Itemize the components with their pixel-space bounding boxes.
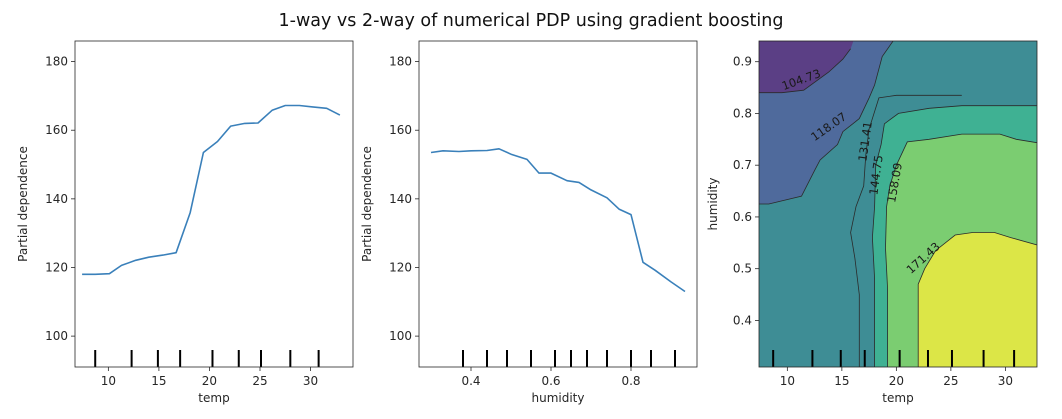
x-tick-label: 30 — [303, 374, 318, 388]
x-tick-label: 25 — [943, 374, 958, 388]
y-tick-label: 140 — [45, 192, 68, 206]
x-tick-label: 10 — [101, 374, 116, 388]
x-tick-label: 20 — [889, 374, 904, 388]
y-tick-label: 0.4 — [733, 313, 752, 327]
axes-frame — [74, 40, 354, 368]
y-axis-label: Partial dependence — [16, 146, 30, 262]
x-tick-label: 15 — [834, 374, 849, 388]
contour-line — [885, 133, 1037, 367]
x-tick-label: 0.6 — [541, 374, 560, 388]
x-axis-label: humidity — [532, 391, 585, 405]
y-tick-label: 160 — [45, 123, 68, 137]
axes-background — [419, 41, 697, 367]
x-axis-label: temp — [198, 391, 229, 405]
pdp-line — [430, 148, 686, 293]
x-tick-label: 25 — [252, 374, 267, 388]
y-tick-label: 180 — [389, 55, 412, 69]
contour-line — [759, 48, 851, 94]
contour-region — [918, 232, 1037, 367]
figure-title: 1-way vs 2-way of numerical PDP using gr… — [279, 11, 784, 31]
x-tick-label: 0.4 — [461, 374, 480, 388]
contour-line — [917, 232, 1037, 367]
y-tick-label: 0.7 — [733, 158, 752, 172]
y-axis-label: Partial dependence — [360, 146, 374, 262]
x-tick-label: 15 — [151, 374, 166, 388]
y-tick-label: 100 — [389, 329, 412, 343]
y-tick-label: 120 — [389, 260, 412, 274]
pdp-line — [82, 104, 341, 276]
x-tick-label: 10 — [780, 374, 795, 388]
y-tick-label: 180 — [45, 55, 68, 69]
y-axis-label: humidity — [706, 178, 720, 231]
contour-line — [759, 41, 894, 205]
contour-level-label: 131.41 — [855, 120, 874, 162]
y-tick-label: 0.9 — [733, 55, 752, 69]
x-axis-label: temp — [882, 391, 913, 405]
y-tick-label: 120 — [45, 260, 68, 274]
y-tick-label: 140 — [389, 192, 412, 206]
x-tick-label: 0.8 — [621, 374, 640, 388]
panel-humidity-pdp: 0.4 0.6 0.8 100 120 140 160 180 humidity Partial … — [360, 40, 698, 405]
contour-fills — [759, 41, 1037, 367]
y-tick-label: 160 — [389, 123, 412, 137]
contour-level-label: 158.09 — [884, 162, 905, 204]
y-tick-label: 0.5 — [733, 262, 752, 276]
x-tick-label: 20 — [202, 374, 217, 388]
contour-line — [871, 105, 1037, 367]
axes-background — [75, 41, 353, 367]
contour-line — [850, 94, 962, 367]
axes-frame — [418, 40, 698, 368]
y-tick-label: 0.8 — [733, 106, 752, 120]
x-tick-label: 30 — [998, 374, 1013, 388]
contour-level-label: 144.75 — [866, 154, 885, 196]
contour-region — [759, 41, 854, 93]
panel-temp-pdp: 10 15 20 25 30 100 120 140 160 180 temp Partial dep… — [16, 40, 354, 405]
y-tick-label: 0.6 — [733, 210, 752, 224]
y-tick-label: 100 — [45, 329, 68, 343]
axes-frame — [758, 40, 1038, 368]
